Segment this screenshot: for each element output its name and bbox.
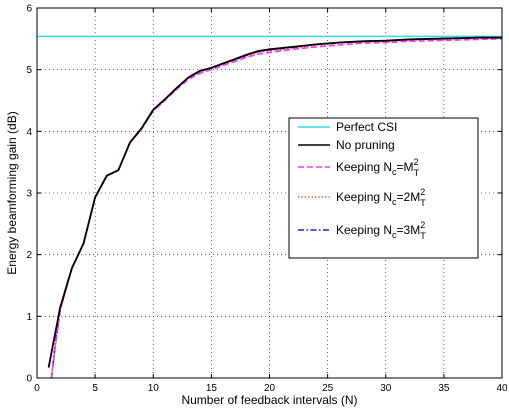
legend-label-sub: c: [392, 197, 397, 207]
legend-label-mid: =M: [397, 160, 414, 174]
legend-label-sup: 2: [420, 220, 425, 230]
legend-label-0: Perfect CSI: [336, 120, 397, 134]
legend-label-sub: c: [392, 167, 397, 177]
x-tick-label: 40: [496, 383, 508, 394]
legend-label-text: Keeping N: [336, 160, 392, 174]
legend-label-2: Keeping Nc=M2 T: [336, 157, 420, 178]
x-tick-label: 10: [148, 383, 160, 394]
x-tick-label: 30: [380, 383, 392, 394]
x-tick-label: 20: [264, 383, 276, 394]
series-line-1: [47, 36, 502, 368]
legend-label-4: Keeping Nc=3M2 T: [336, 220, 426, 241]
y-tick-label: 1: [26, 312, 32, 323]
x-tick-label: 15: [206, 383, 218, 394]
y-tick-label: 2: [26, 250, 32, 261]
legend-label-text: Keeping N: [336, 190, 392, 204]
legend-label-sub2: T: [420, 231, 426, 241]
ticks: 0 5 10 15 20 25 30 35 40 0 1 2 3 4 5 6: [26, 4, 508, 395]
legend-label-sub2: T: [414, 168, 420, 178]
legend-label-text: No pruning: [336, 138, 395, 152]
legend-label-3: Keeping Nc=2M2 T: [336, 187, 426, 208]
x-tick-label: 0: [34, 383, 40, 394]
legend-label-1: No pruning: [336, 138, 395, 152]
x-axis-label: Number of feedback intervals (N): [181, 393, 357, 407]
series-group: [37, 35, 503, 379]
legend-label-sup: 2: [420, 187, 425, 197]
legend-label-mid: =2M: [397, 190, 421, 204]
x-tick-label: 35: [438, 383, 450, 394]
series-line-2: [50, 38, 503, 379]
legend-label-text: Keeping N: [336, 223, 392, 237]
y-tick-label: 3: [26, 189, 32, 200]
x-tick-label: 25: [322, 383, 334, 394]
legend-label-mid: =3M: [397, 223, 421, 237]
legend-box: [288, 117, 479, 259]
y-tick-label: 4: [26, 127, 32, 138]
y-axis-label: Energy beamforming gain (dB): [5, 111, 19, 274]
legend-label-sub: c: [392, 230, 397, 240]
grid: [37, 8, 502, 378]
y-tick-label: 5: [26, 65, 32, 76]
legend-label-sup: 2: [414, 157, 419, 167]
y-tick-label: 0: [26, 374, 32, 385]
x-tick-label: 5: [92, 383, 98, 394]
y-tick-label: 6: [26, 4, 32, 15]
legend-label-sub2: T: [420, 198, 426, 208]
legend-label-text: Perfect CSI: [336, 120, 397, 134]
